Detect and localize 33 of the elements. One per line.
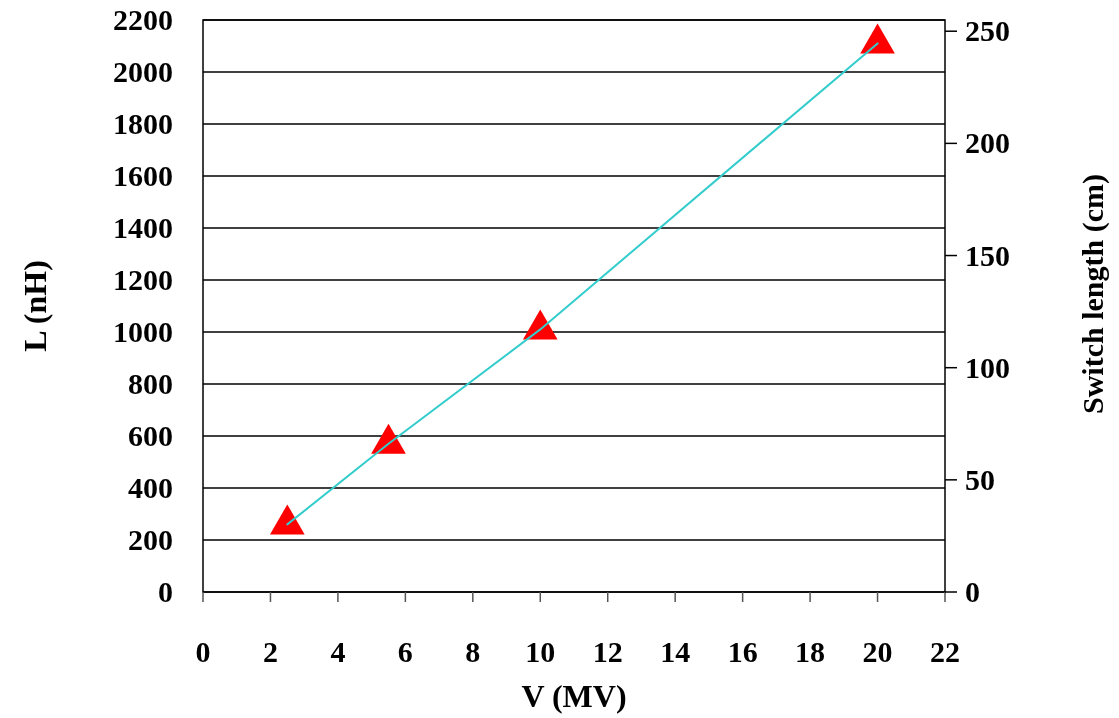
x-tick-label: 10 xyxy=(525,635,556,668)
x-tick-label: 4 xyxy=(330,635,346,668)
y-tick-label: 2000 xyxy=(113,55,173,88)
y-tick-label: 2200 xyxy=(113,3,173,36)
x-tick-label: 2 xyxy=(262,635,278,668)
y-tick-label: 1000 xyxy=(113,315,173,348)
y-tick-label: 1600 xyxy=(113,159,173,192)
x-tick-label: 20 xyxy=(862,635,893,668)
y2-tick-label: 200 xyxy=(965,126,1010,160)
y2-tick-label: 50 xyxy=(965,462,995,496)
y2-tick-label: 150 xyxy=(965,238,1010,272)
y-tick-label: 600 xyxy=(128,419,173,452)
x-axis-title: V (MV) xyxy=(521,678,627,714)
y-tick-label: 200 xyxy=(128,523,173,556)
x-tick-label: 16 xyxy=(727,635,758,668)
x-tick-label: 14 xyxy=(660,635,691,668)
x-tick-label: 0 xyxy=(195,635,211,668)
x-tick-label: 12 xyxy=(592,635,623,668)
x-tick-label: 22 xyxy=(930,635,960,668)
x-tick-label: 8 xyxy=(465,635,481,668)
y-tick-label: 1800 xyxy=(113,107,173,140)
y2-tick-label: 100 xyxy=(965,350,1010,384)
y-axis-title: L (nH) xyxy=(17,260,53,352)
y2-tick-label: 250 xyxy=(965,14,1010,48)
y-tick-label: 1400 xyxy=(113,211,173,244)
y-tick-label: 0 xyxy=(158,575,173,608)
x-tick-label: 18 xyxy=(795,635,826,668)
y-tick-label: 1200 xyxy=(113,263,173,296)
y2-tick-label: 0 xyxy=(965,575,980,608)
x-tick-label: 6 xyxy=(397,635,413,668)
y-tick-label: 400 xyxy=(128,471,173,504)
y-tick-label: 800 xyxy=(128,367,173,400)
y2-axis-title: Switch length (cm) xyxy=(1076,174,1110,414)
